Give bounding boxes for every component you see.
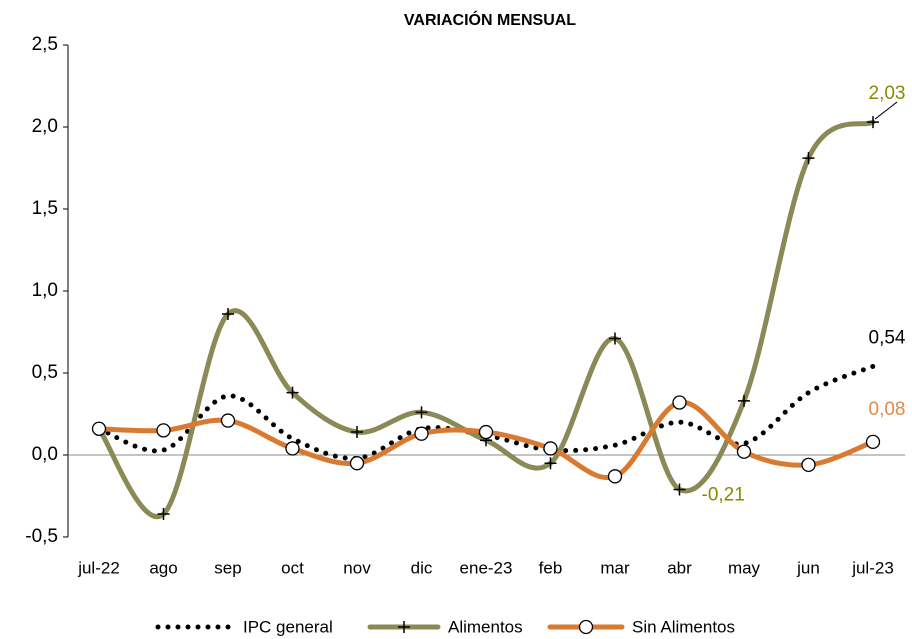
x-tick-label: abr bbox=[667, 558, 692, 577]
y-tick-label: 1,0 bbox=[32, 280, 58, 301]
x-tick-label: may bbox=[728, 558, 761, 577]
data-label: -0,21 bbox=[702, 484, 745, 505]
y-tick-label: 0,5 bbox=[32, 362, 58, 383]
circle-marker bbox=[607, 469, 623, 484]
x-tick-label: jun bbox=[796, 558, 820, 577]
x-tick-label: mar bbox=[600, 558, 630, 577]
plus-marker bbox=[609, 332, 621, 345]
circle-marker bbox=[543, 441, 558, 456]
circle-marker bbox=[478, 424, 494, 440]
x-tick-label: oct bbox=[281, 558, 304, 577]
x-tick-label: feb bbox=[539, 558, 563, 577]
plus-marker bbox=[673, 483, 686, 496]
plus-marker bbox=[544, 457, 557, 470]
circle-marker bbox=[736, 444, 752, 459]
data-label: 2,03 bbox=[869, 83, 906, 104]
y-tick-label: 0,0 bbox=[32, 444, 58, 465]
x-tick-label: ene-23 bbox=[460, 558, 513, 577]
plus-marker bbox=[867, 116, 879, 129]
plus-marker bbox=[286, 386, 299, 399]
leader-line bbox=[874, 101, 898, 120]
y-tick-label: -0,5 bbox=[25, 526, 58, 547]
plus-marker bbox=[415, 406, 428, 419]
circle-marker bbox=[865, 434, 881, 450]
circle-marker bbox=[156, 423, 171, 438]
circle-marker bbox=[349, 456, 365, 471]
plus-marker bbox=[351, 426, 363, 439]
x-tick-label: jul-23 bbox=[851, 558, 894, 577]
x-tick-label: dic bbox=[411, 558, 433, 577]
chart-title: VARIACIÓN MENSUAL bbox=[404, 10, 576, 29]
x-tick-label: jul-22 bbox=[77, 558, 120, 577]
plus-marker bbox=[802, 152, 815, 165]
plus-marker bbox=[738, 394, 750, 407]
circle-marker bbox=[220, 413, 236, 428]
x-tick-label: nov bbox=[343, 558, 371, 577]
data-label: 0,08 bbox=[869, 399, 906, 420]
circle-marker bbox=[285, 441, 300, 456]
circle-marker bbox=[91, 421, 107, 436]
y-tick-label: 1,5 bbox=[32, 198, 58, 219]
x-tick-label: ago bbox=[149, 558, 177, 577]
series-line bbox=[96, 119, 876, 520]
plus-marker bbox=[157, 508, 170, 521]
legend-plus bbox=[398, 621, 410, 633]
legend-label: Alimentos bbox=[448, 617, 523, 636]
legend-label: IPC general bbox=[243, 617, 333, 636]
data-label: 0,54 bbox=[869, 327, 906, 348]
plus-marker bbox=[222, 307, 234, 320]
y-tick-label: 2,0 bbox=[32, 116, 58, 137]
legend-label: Sin Alimentos bbox=[632, 617, 735, 636]
y-tick-label: 2,5 bbox=[32, 34, 58, 55]
legend-circle bbox=[578, 619, 594, 635]
x-tick-label: sep bbox=[214, 558, 241, 577]
circle-marker bbox=[414, 426, 429, 441]
circle-marker bbox=[801, 457, 816, 472]
circle-marker bbox=[672, 395, 687, 410]
